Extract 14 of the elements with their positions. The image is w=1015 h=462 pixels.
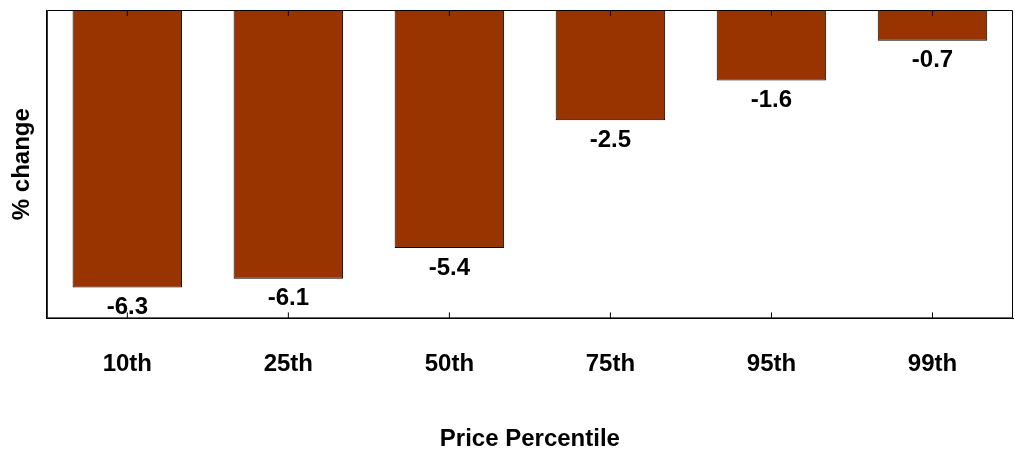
x-tick-label: 75th (585, 349, 636, 377)
data-label: -1.6 (750, 85, 793, 113)
x-tick-label: 10th (102, 349, 152, 377)
x-tick-label: 50th (424, 349, 475, 377)
x-axis-title: Price Percentile (439, 424, 620, 452)
data-label: -6.3 (106, 292, 148, 320)
data-label: -6.1 (267, 283, 310, 311)
x-tick-label: 99th (907, 349, 958, 377)
data-label: -5.4 (428, 252, 471, 280)
x-tick-label: 25th (263, 349, 314, 377)
data-label: -2.5 (589, 124, 632, 152)
y-axis-title: % change (7, 108, 35, 221)
x-tick-label: 95th (746, 349, 797, 377)
data-label: -0.7 (911, 45, 954, 73)
